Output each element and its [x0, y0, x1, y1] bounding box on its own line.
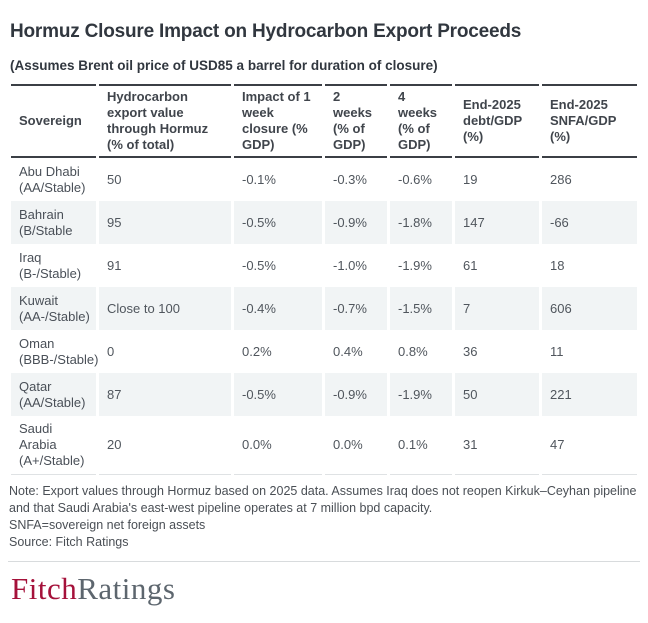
- sovereign-rating: (A+/Stable): [19, 453, 85, 468]
- sovereign-name: Iraq: [19, 249, 42, 265]
- col-header-export-value: Hydrocarbon export value through Hormuz …: [99, 84, 231, 158]
- cell-debt-gdp: 31: [455, 416, 539, 475]
- table-row: Kuwait (AA-/Stable) Close to 100 -0.4% -0…: [11, 287, 637, 330]
- sovereign-rating: (AA/Stable): [19, 394, 86, 410]
- cell-snfa-gdp: 47: [542, 416, 637, 475]
- cell-4-weeks: -1.9%: [390, 373, 452, 416]
- cell-2-weeks: -0.9%: [325, 201, 387, 244]
- cell-snfa-gdp: 221: [542, 373, 637, 416]
- footer-divider: [8, 561, 640, 562]
- sovereign-rating: (B/Stable: [19, 222, 73, 238]
- cell-1-week: -0.5%: [234, 201, 322, 244]
- cell-debt-gdp: 19: [463, 171, 478, 187]
- table-row: Bahrain (B/Stable 95 -0.5% -0.9% -1.8% 14…: [11, 201, 637, 244]
- cell-2-weeks: -0.3%: [333, 171, 367, 187]
- cell-export-value: 91: [107, 257, 122, 273]
- table-row: Iraq (B-/Stable) 91 -0.5% -1.0% -1.9% 61 …: [11, 244, 637, 287]
- sovereign-rating: (B-/Stable): [19, 265, 82, 281]
- sovereign-name: Bahrain: [19, 206, 64, 222]
- cell-debt-gdp: 61: [463, 257, 478, 273]
- cell-export-value: 95: [99, 201, 231, 244]
- col-header-debt-gdp: End-2025 debt/GDP (%): [455, 84, 539, 158]
- cell-2-weeks: -0.9%: [325, 373, 387, 416]
- cell-debt-gdp: 50: [455, 373, 539, 416]
- cell-1-week: -0.1%: [242, 171, 276, 187]
- cell-1-week: -0.4%: [234, 287, 322, 330]
- cell-snfa-gdp: 11: [550, 343, 564, 359]
- snfa-note: SNFA=sovereign net foreign assets: [9, 518, 206, 532]
- cell-debt-gdp: 147: [455, 201, 539, 244]
- cell-4-weeks: -1.5%: [390, 287, 452, 330]
- data-table: Sovereign Hydrocarbon export value throu…: [8, 84, 640, 475]
- cell-2-weeks: 0.4%: [333, 343, 363, 359]
- sovereign-name: Kuwait: [19, 292, 59, 308]
- col-header-1-week: Impact of 1 week closure (% GDP): [234, 84, 322, 158]
- fitch-ratings-logo: FitchRatings: [11, 571, 640, 607]
- sovereign-cell: Iraq (B-/Stable): [11, 244, 96, 287]
- sovereign-cell: Saudi Arabia (A+/Stable): [11, 416, 96, 475]
- cell-1-week: 0.0%: [234, 416, 322, 475]
- sovereign-rating: (AA-/Stable): [19, 308, 90, 324]
- table-row: Saudi Arabia (A+/Stable) 20 0.0% 0.0% 0.1…: [11, 416, 637, 475]
- cell-4-weeks: 0.1%: [390, 416, 452, 475]
- page-subtitle: (Assumes Brent oil price of USD85 a barr…: [10, 58, 438, 73]
- cell-4-weeks: -1.8%: [390, 201, 452, 244]
- cell-debt-gdp: 7: [455, 287, 539, 330]
- cell-export-value: Close to 100: [99, 287, 231, 330]
- sovereign-name: Abu Dhabi: [19, 163, 80, 179]
- sovereign-rating: (BBB-/Stable): [19, 351, 99, 367]
- cell-export-value: 20: [99, 416, 231, 475]
- sovereign-cell: Abu Dhabi (AA/Stable): [11, 158, 96, 201]
- sovereign-name: Oman: [19, 335, 55, 351]
- cell-snfa-gdp: 606: [542, 287, 637, 330]
- fitch-table-figure: Hormuz Closure Impact on Hydrocarbon Exp…: [0, 21, 648, 607]
- sovereign-name: Qatar: [19, 378, 52, 394]
- page-title: Hormuz Closure Impact on Hydrocarbon Exp…: [10, 21, 522, 42]
- cell-2-weeks: -1.0%: [333, 257, 367, 273]
- cell-4-weeks: -1.9%: [398, 257, 432, 273]
- table-row: Oman (BBB-/Stable) 0 0.2% 0.4% 0.8% 36 11: [11, 330, 637, 373]
- cell-4-weeks: 0.8%: [398, 343, 428, 359]
- table-row: Abu Dhabi (AA/Stable) 50 -0.1% -0.3% -0.6…: [11, 158, 637, 201]
- cell-debt-gdp: 36: [463, 343, 478, 359]
- sovereign-cell: Qatar (AA/Stable): [11, 373, 96, 416]
- cell-export-value: 0: [107, 343, 115, 359]
- col-header-2-weeks: 2 weeks (% of GDP): [325, 84, 387, 158]
- source-note: Source: Fitch Ratings: [9, 535, 129, 549]
- sovereign-cell: Kuwait (AA-/Stable): [11, 287, 96, 330]
- cell-export-value: 87: [99, 373, 231, 416]
- header-row: Sovereign Hydrocarbon export value throu…: [11, 84, 637, 158]
- sovereign-rating: (AA/Stable): [19, 179, 86, 195]
- cell-snfa-gdp: 286: [550, 171, 572, 187]
- col-header-sovereign: Sovereign: [11, 84, 96, 158]
- cell-snfa-gdp: -66: [542, 201, 637, 244]
- footnotes: Note: Export values through Hormuz based…: [9, 483, 639, 551]
- cell-snfa-gdp: 18: [550, 257, 565, 273]
- table-row: Qatar (AA/Stable) 87 -0.5% -0.9% -1.9% 50…: [11, 373, 637, 416]
- col-header-4-weeks: 4 weeks (% of GDP): [390, 84, 452, 158]
- col-header-snfa-gdp: End-2025 SNFA/GDP (%): [542, 84, 637, 158]
- sovereign-name: Saudi Arabia: [19, 421, 57, 452]
- cell-2-weeks: -0.7%: [325, 287, 387, 330]
- cell-4-weeks: -0.6%: [398, 171, 432, 187]
- sovereign-cell: Oman (BBB-/Stable): [11, 330, 99, 373]
- logo-ratings-text: Ratings: [77, 571, 176, 606]
- logo-fitch-text: Fitch: [11, 571, 78, 606]
- cell-1-week: -0.5%: [234, 373, 322, 416]
- cell-export-value: 50: [107, 171, 122, 187]
- cell-1-week: -0.5%: [242, 257, 276, 273]
- note-text: Note: Export values through Hormuz based…: [9, 484, 637, 515]
- sovereign-cell: Bahrain (B/Stable: [11, 201, 96, 244]
- cell-1-week: 0.2%: [242, 343, 272, 359]
- cell-2-weeks: 0.0%: [325, 416, 387, 475]
